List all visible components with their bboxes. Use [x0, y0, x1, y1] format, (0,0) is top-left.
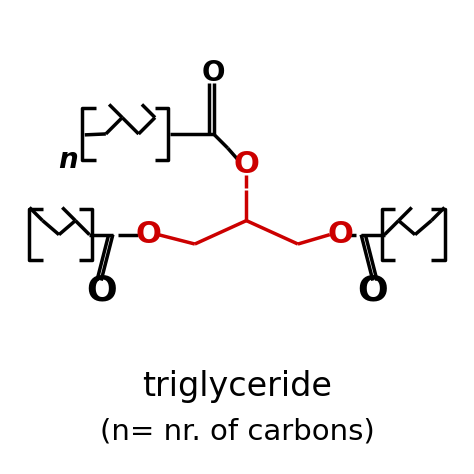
Text: O: O [233, 150, 259, 179]
Text: n: n [58, 146, 78, 173]
Text: O: O [202, 59, 225, 87]
Text: O: O [327, 220, 353, 249]
Text: O: O [86, 274, 117, 308]
Text: O: O [135, 220, 161, 249]
Text: triglyceride: triglyceride [142, 370, 332, 403]
Text: O: O [357, 274, 388, 308]
Text: (n= nr. of carbons): (n= nr. of carbons) [100, 418, 374, 446]
